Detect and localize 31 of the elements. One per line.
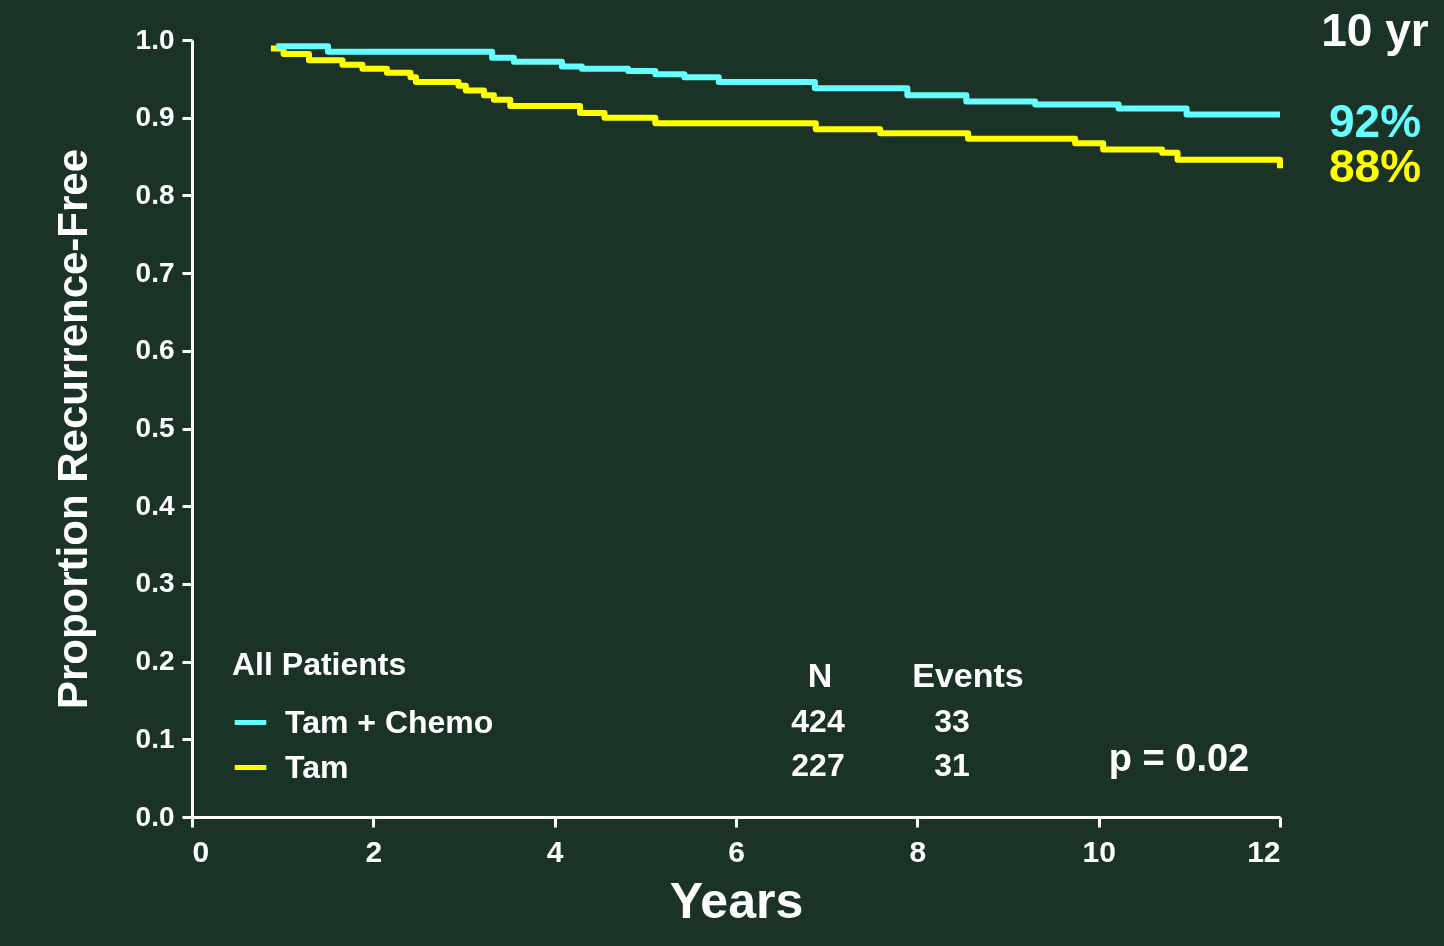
annotation: N [807, 656, 833, 694]
annotation: 227 [791, 747, 845, 783]
x-tick-label: 10 [1082, 834, 1116, 868]
y-tick-label: 0.2 [135, 645, 175, 677]
y-tick-label: 0.9 [135, 101, 175, 133]
x-tick-label: 0 [192, 834, 210, 868]
y-tick-label: 1.0 [135, 23, 175, 55]
legend-label: Tam [285, 748, 349, 785]
y-tick-label: 0.7 [135, 256, 175, 288]
y-tick-label: 0.1 [135, 722, 175, 754]
y-tick-label: 0.5 [135, 412, 175, 443]
x-tick-label: 6 [728, 834, 745, 868]
legend-label: Tam + Chemo [285, 703, 494, 740]
annotation: p = 0.02 [1108, 737, 1250, 779]
y-tick-label: 0.4 [135, 489, 175, 521]
y-tick-label: 0.3 [135, 567, 175, 599]
x-tick-label: 8 [909, 834, 927, 868]
x-tick-label: 4 [546, 834, 564, 868]
x-tick-label: 12 [1247, 834, 1281, 868]
annotation: 424 [791, 703, 845, 739]
x-tick-label: 2 [365, 834, 383, 868]
annotation: 33 [934, 703, 970, 739]
annotation: 31 [934, 747, 970, 783]
x-axis-title: Years [669, 872, 804, 929]
y-tick-label: 0.0 [135, 800, 175, 832]
legend-title: All Patients [232, 646, 407, 682]
y-tick-label: 0.8 [135, 178, 175, 210]
y-tick-label: 0.6 [135, 334, 175, 366]
text: 10 yr [1321, 4, 1429, 56]
annotation: Events [912, 656, 1024, 694]
y-axis-title: Proportion Recurrence-Free [48, 148, 96, 710]
